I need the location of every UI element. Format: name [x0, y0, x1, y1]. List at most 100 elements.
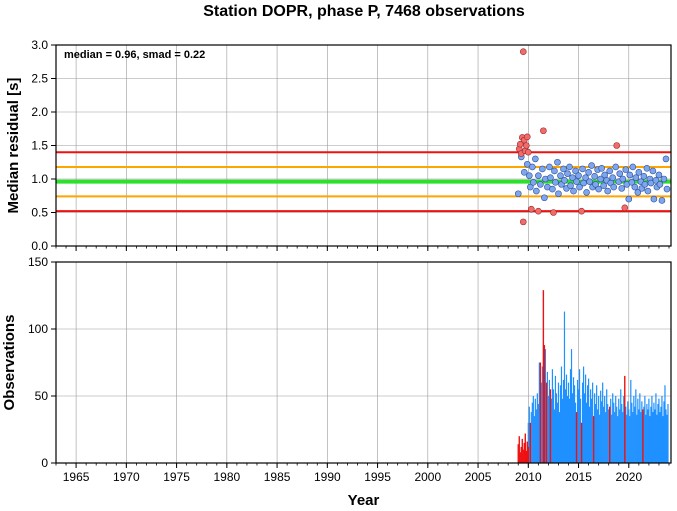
obs-bar [655, 393, 657, 463]
obs-bar-flagged [529, 422, 532, 463]
obs-bar-flagged [522, 449, 524, 463]
obs-bar [622, 412, 624, 463]
obs-bar [643, 406, 645, 463]
obs-bar [573, 385, 576, 463]
inlier-point [647, 179, 655, 187]
obs-bar [536, 393, 538, 463]
inlier-point [595, 185, 602, 193]
inlier-point [588, 162, 595, 169]
inlier-point [591, 173, 598, 180]
obs-bar [546, 371, 548, 463]
obs-bar [534, 398, 536, 463]
obs-bar [625, 406, 627, 463]
obs-bar [561, 398, 564, 463]
obs-bar [603, 406, 605, 463]
residual-ytick-label: 1.5 [31, 139, 48, 153]
inlier-point [586, 178, 593, 185]
inlier-point [579, 165, 586, 173]
inlier-point [529, 163, 536, 171]
year-tick-label: 1970 [113, 470, 140, 484]
inlier-point [619, 175, 627, 183]
obs-bar [630, 379, 632, 463]
obs-bar [586, 385, 589, 463]
inlier-point [523, 160, 531, 168]
inlier-point [527, 183, 534, 191]
obs-bar [626, 414, 628, 463]
obs-ytick-label: 50 [35, 389, 49, 403]
obs-bar [531, 402, 533, 463]
inlier-point [546, 163, 553, 171]
year-xlabel: Year [348, 492, 380, 509]
obs-bar [577, 389, 580, 463]
obs-bar [631, 402, 633, 463]
inlier-point [598, 164, 605, 172]
obs-bar [540, 382, 542, 463]
obs-bar [553, 409, 556, 463]
obs-bar [612, 393, 614, 463]
obs-bar [527, 422, 529, 463]
inlier-point [560, 165, 567, 173]
inlier-point [652, 177, 660, 184]
obs-bar [633, 396, 635, 463]
obs-bar [530, 412, 532, 463]
outlier-point [519, 218, 527, 226]
obs-bar [565, 374, 568, 463]
obs-bar [632, 412, 634, 463]
residual-ytick-label: 2.0 [31, 105, 48, 119]
obs-bar [582, 366, 585, 463]
obs-bar [572, 377, 575, 463]
obs-bar [623, 396, 625, 463]
obs-bar [585, 402, 588, 463]
obs-bar [620, 389, 622, 463]
inlier-point [660, 175, 668, 183]
obs-bar [571, 393, 574, 463]
residual-panel: 0.0 0.5 1.0 1.5 2.0 2.5 3.0 median = 0.96, smad… [5, 38, 672, 253]
obs-bar [652, 412, 654, 463]
obs-bar [595, 404, 597, 463]
obs-bar [535, 409, 537, 463]
obs-bar [640, 412, 642, 463]
obs-bar [599, 414, 601, 463]
obs-bar [557, 382, 560, 463]
inlier-point [533, 187, 540, 195]
residual-ytick-label: 3.0 [31, 38, 48, 52]
obs-bar-flagged [519, 452, 521, 463]
inlier-point [549, 185, 556, 193]
obs-bar [653, 402, 655, 463]
obs-bar [605, 412, 607, 463]
inlier-point [564, 170, 571, 177]
obs-bar [617, 416, 619, 463]
year-tick-label: 1980 [213, 470, 240, 484]
inlier-point [609, 174, 617, 181]
obs-bar [667, 404, 669, 463]
outlier-point [578, 207, 585, 215]
inlier-point [582, 174, 589, 181]
obs-bar [650, 406, 652, 463]
obs-bar [651, 396, 653, 463]
residual-ytick-label: 2.5 [31, 72, 48, 86]
obs-ytick-label: 100 [28, 322, 48, 336]
obs-bar [606, 389, 608, 463]
inlier-point [622, 166, 630, 173]
obs-bar [660, 406, 662, 463]
inlier-point [514, 190, 522, 198]
obs-bar [532, 396, 534, 463]
obs-bar [608, 409, 610, 463]
outlier-point [540, 127, 547, 135]
obs-bar [576, 379, 579, 463]
obs-bar [635, 389, 637, 463]
year-tick-label: 2015 [565, 470, 592, 484]
inlier-point [658, 197, 666, 204]
inlier-point [625, 195, 633, 203]
inlier-point [539, 165, 546, 173]
obs-bar-flagged [521, 438, 523, 463]
obs-bar [598, 396, 600, 463]
inlier-point [520, 169, 528, 176]
obs-bar [628, 409, 630, 463]
obs-bar [551, 369, 554, 463]
year-tick-label: 2000 [414, 470, 441, 484]
obs-bar [645, 414, 647, 463]
inlier-point [572, 167, 579, 175]
inlier-point [576, 183, 583, 191]
